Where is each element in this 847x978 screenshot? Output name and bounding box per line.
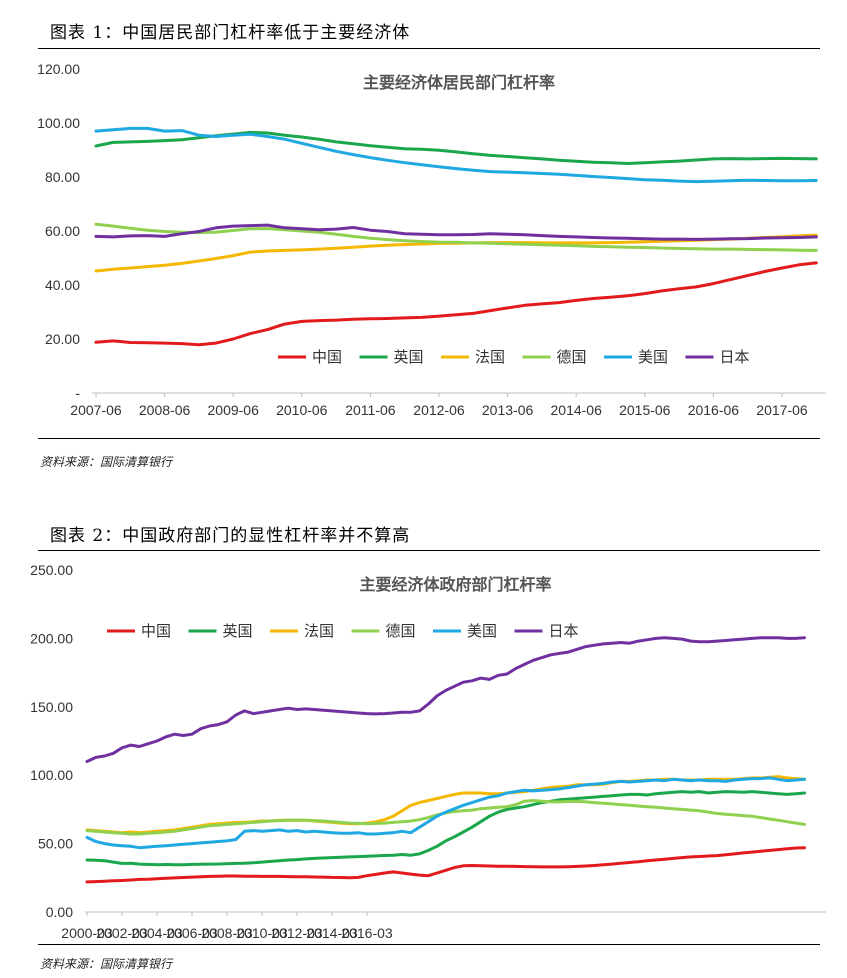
chart0-xtick-label: 2011-06 <box>345 402 396 418</box>
series-line-us <box>85 776 806 850</box>
legend-label-germany: 德国 <box>557 348 587 366</box>
figure2-title: 图表 2：中国政府部门的显性杠杆率并不算高 <box>50 526 411 546</box>
chart0-ytick-label: 100.00 <box>37 115 80 131</box>
chart0-xtick-label: 2013-06 <box>482 402 534 418</box>
chart1-ytick-label: 50.00 <box>38 836 73 852</box>
chart1-xtick-label: 2014-03 <box>306 925 358 941</box>
series-line-uk <box>85 790 806 867</box>
legend-label-uk: 英国 <box>394 348 424 366</box>
figure2-source: 资料来源：国际清算银行 <box>40 957 173 971</box>
series-line-us <box>94 126 818 184</box>
chart1-xtick-label: 2000-03 <box>61 925 113 941</box>
chart1-xtick-label: 2008-03 <box>201 925 253 941</box>
chart0-title: 主要经济体居民部门杠杆率 <box>363 73 555 92</box>
chart0-ytick-label: 40.00 <box>45 277 80 293</box>
chart0-ytick-label: 20.00 <box>45 331 80 347</box>
chart0-ytick-label: 60.00 <box>45 223 80 239</box>
series-line-germany <box>85 799 806 836</box>
figure1-title-rule <box>38 48 820 49</box>
chart0-xtick-label: 2008-06 <box>139 402 191 418</box>
chart1-ytick-label: 150.00 <box>30 699 73 715</box>
chart0-xtick-label: 2012-06 <box>413 402 465 418</box>
chart0-xtick-label: 2014-06 <box>551 402 603 418</box>
legend-label-us: 美国 <box>638 349 668 366</box>
chart0-ytick-label: 120.00 <box>37 61 80 77</box>
legend-label-us: 美国 <box>467 623 497 640</box>
chart0-ytick-label: - <box>75 385 80 401</box>
legend-label-china: 中国 <box>141 623 171 640</box>
series-line-japan <box>85 636 806 763</box>
chart1-ytick-label: 0.00 <box>46 904 73 920</box>
household-leverage-chart: - 20.00 40.00 60.00 80.00 100.00 120.00 2007-06… <box>37 61 826 418</box>
chart1-legend: 中国 英国 法国 德国 美国 日本 <box>107 622 579 640</box>
figure1-source: 资料来源：国际清算银行 <box>40 455 173 469</box>
chart0-xtick-label: 2016-06 <box>688 402 740 418</box>
chart0-xtick-label: 2010-06 <box>276 402 328 418</box>
chart1-ytick-label: 100.00 <box>30 767 73 783</box>
series-line-china <box>94 261 818 347</box>
government-leverage-chart: 0.00 50.00 100.00 150.00 200.00 250.00 2000-03… <box>30 562 826 941</box>
legend-label-uk: 英国 <box>223 622 253 640</box>
legend-label-japan: 日本 <box>720 349 750 366</box>
chart1-xtick-label: 2012-03 <box>271 925 323 941</box>
series-line-japan <box>94 223 818 241</box>
chart1-xtick-label: 2006-03 <box>166 925 218 941</box>
chart0-xtick-label: 2007-06 <box>70 402 122 418</box>
legend-label-germany: 德国 <box>386 622 416 640</box>
series-line-france <box>85 775 806 835</box>
figure1-bottom-rule <box>38 438 820 439</box>
series-line-china <box>85 846 806 884</box>
chart0-xtick-label: 2015-06 <box>619 402 671 418</box>
figure2-title-rule <box>38 550 820 551</box>
legend-label-china: 中国 <box>312 349 342 366</box>
legend-label-japan: 日本 <box>549 623 579 640</box>
chart1-xtick-label: 2016-03 <box>341 925 393 941</box>
chart0-ytick-label: 80.00 <box>45 169 80 185</box>
figure1-title: 图表 1：中国居民部门杠杆率低于主要经济体 <box>50 23 411 43</box>
chart1-xtick-label: 2010-03 <box>236 925 288 941</box>
chart1-ytick-label: 200.00 <box>30 630 73 646</box>
legend-label-france: 法国 <box>304 623 334 640</box>
figure2-bottom-rule <box>38 944 820 945</box>
chart0-legend: 中国 英国 法国 德国 美国 日本 <box>278 348 750 366</box>
legend-label-france: 法国 <box>475 349 505 366</box>
chart1-title: 主要经济体政府部门杠杆率 <box>359 575 551 594</box>
chart0-xtick-label: 2009-06 <box>208 402 260 418</box>
chart1-ytick-label: 250.00 <box>30 562 73 578</box>
chart1-xtick-label: 2002-03 <box>96 925 148 941</box>
chart0-xtick-label: 2017-06 <box>756 402 808 418</box>
series-line-germany <box>94 222 818 252</box>
chart1-xtick-label: 2004-03 <box>131 925 183 941</box>
